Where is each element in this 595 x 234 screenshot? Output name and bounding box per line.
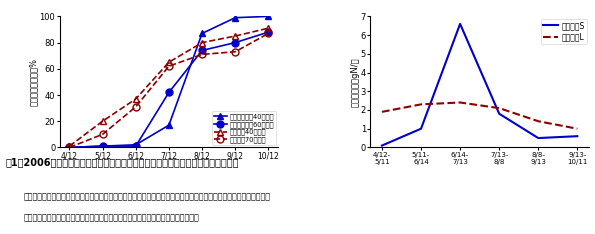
シグモイド型60日溶出: [66, 146, 73, 149]
Line: シグモイド型60日溶出: シグモイド型60日溶出: [66, 29, 272, 151]
シグモイド型40日溶出: [132, 143, 139, 146]
被覆窒素S: [535, 137, 542, 139]
Line: シグモイド型40日溶出: シグモイド型40日溶出: [66, 13, 272, 151]
リニア型40日溶出: [265, 27, 272, 29]
Y-axis label: 積算窒素溶出率　%: 積算窒素溶出率 %: [29, 58, 38, 106]
リニア型70日溶出: [66, 146, 73, 149]
シグモイド型60日溶出: [199, 49, 206, 52]
リニア型70日溶出: [199, 53, 206, 56]
Y-axis label: 窒素溶出量　gN/㎡: 窒素溶出量 gN/㎡: [350, 57, 359, 107]
シグモイド型60日溶出: [99, 145, 106, 147]
リニア型40日溶出: [231, 35, 239, 37]
シグモイド型40日溶出: [199, 32, 206, 35]
リニア型40日溶出: [132, 98, 139, 100]
シグモイド型60日溶出: [165, 91, 173, 94]
Line: 被覆窒素S: 被覆窒素S: [382, 24, 577, 146]
被覆窒素S: [574, 135, 581, 138]
被覆窒素S: [378, 144, 386, 147]
Legend: シグモイド型40日溶出, シグモイド型60日溶出, リニア型40日溶出, リニア型70日溶出: シグモイド型40日溶出, シグモイド型60日溶出, リニア型40日溶出, リニア…: [212, 111, 276, 145]
Text: 収、残存窒素量を測定し、調査期間の減少量から窒素溶出率と溶出量を算出した。: 収、残存窒素量を測定し、調査期間の減少量から窒素溶出率と溶出量を算出した。: [24, 213, 199, 222]
シグモイド型60日溶出: [265, 31, 272, 33]
被覆窒素L: [535, 120, 542, 123]
被覆窒素L: [378, 110, 386, 113]
リニア型40日溶出: [66, 145, 73, 147]
被覆窒素L: [418, 103, 425, 106]
Line: リニア型40日溶出: リニア型40日溶出: [66, 25, 272, 150]
被覆窒素L: [456, 101, 464, 104]
リニア型40日溶出: [165, 61, 173, 64]
Legend: 被覆窒素S, 被覆窒素L: 被覆窒素S, 被覆窒素L: [541, 19, 587, 44]
被覆窒素L: [496, 107, 503, 110]
Text: 図1　2006年試験時の積算窒素溶出率（左図）と期間毎窒素溶出量（右図）の推移: 図1 2006年試験時の積算窒素溶出率（左図）と期間毎窒素溶出量（右図）の推移: [6, 157, 239, 167]
Text: ナイロンメッシュバッグに各被覆窒素肥料を充填したものを施肥同日に隣接草地表面へ設置し、山り取り調査毎に回: ナイロンメッシュバッグに各被覆窒素肥料を充填したものを施肥同日に隣接草地表面へ設…: [24, 192, 271, 201]
リニア型70日溶出: [99, 133, 106, 136]
リニア型70日溶出: [132, 105, 139, 108]
被覆窒素S: [456, 22, 464, 25]
Line: 被覆窒素L: 被覆窒素L: [382, 102, 577, 129]
リニア型40日溶出: [99, 120, 106, 123]
シグモイド型40日溶出: [165, 124, 173, 127]
シグモイド型60日溶出: [132, 145, 139, 147]
シグモイド型40日溶出: [265, 15, 272, 18]
被覆窒素S: [496, 112, 503, 115]
シグモイド型60日溶出: [231, 41, 239, 44]
リニア型70日溶出: [231, 50, 239, 53]
リニア型40日溶出: [199, 41, 206, 44]
被覆窒素S: [418, 127, 425, 130]
シグモイド型40日溶出: [231, 16, 239, 19]
リニア型70日溶出: [165, 65, 173, 68]
シグモイド型40日溶出: [66, 146, 73, 149]
被覆窒素L: [574, 127, 581, 130]
Line: リニア型70日溶出: リニア型70日溶出: [66, 30, 272, 151]
シグモイド型40日溶出: [99, 145, 106, 147]
リニア型70日溶出: [265, 32, 272, 35]
